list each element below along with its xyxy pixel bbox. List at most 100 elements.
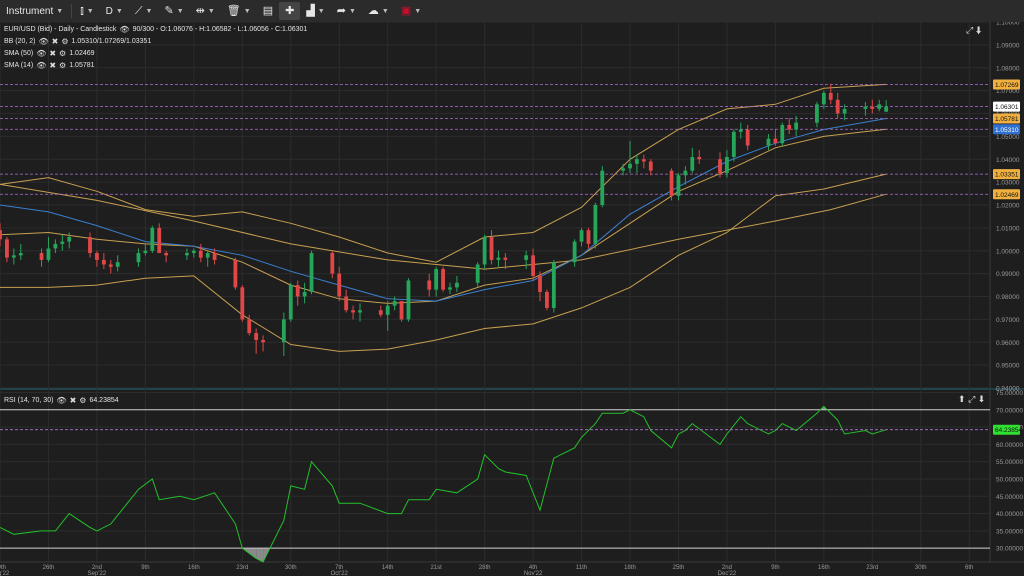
close-icon[interactable]: ✖ — [69, 396, 77, 405]
candle-body — [455, 282, 459, 288]
candle-body — [572, 241, 577, 263]
candle-body — [441, 269, 445, 290]
candle — [212, 248, 217, 265]
candle-body — [157, 227, 162, 254]
candle — [150, 225, 155, 254]
rsi-pane-controls: ⬆ ⤢ ⬇ — [958, 394, 985, 405]
rsi-y-tick-label: 30.00000 — [996, 546, 1023, 553]
x-tick-label: 18th — [624, 565, 636, 571]
brush-button[interactable]: ✎ ▼ — [158, 0, 189, 22]
eye-icon[interactable]: 👁 — [36, 49, 47, 58]
gear-icon[interactable]: ⚙ — [79, 396, 87, 405]
main-pane-controls: ⤢ ⬇ — [966, 25, 981, 36]
bb-upper-line — [0, 83, 887, 263]
y-tick-label: 1.07000 — [996, 88, 1020, 95]
eye-icon[interactable]: 👁 — [38, 37, 49, 46]
candle — [531, 248, 535, 281]
indicators-button[interactable]: ▟ ▼ — [300, 0, 330, 22]
candle-body — [641, 159, 646, 162]
fullscreen-icon: ✚ — [285, 4, 295, 17]
candle — [198, 243, 203, 263]
arrow-down-icon[interactable]: ⬇ — [975, 25, 982, 35]
candle-body — [787, 124, 792, 130]
candle — [115, 255, 120, 272]
instrument-selector[interactable]: Instrument ▼ — [0, 0, 69, 22]
gear-icon[interactable]: ⚙ — [59, 49, 67, 58]
legend-main-title: EUR/USD (Bid) - Daily - Candlestick — [4, 26, 117, 33]
candle-body — [88, 237, 92, 254]
candle — [641, 154, 646, 169]
candle-body — [434, 269, 439, 290]
candle-body — [427, 280, 432, 290]
flag-uk-icon: ▣ — [400, 4, 412, 17]
candle-body — [669, 170, 674, 196]
candle — [572, 239, 577, 267]
close-icon[interactable]: ✖ — [51, 37, 59, 46]
chevron-down-icon: ▼ — [145, 7, 153, 15]
layout-button[interactable]: ▤ — [257, 0, 279, 22]
candle-body — [150, 227, 155, 251]
candle-body — [524, 255, 529, 260]
candle — [157, 223, 162, 254]
gear-icon[interactable]: ⚙ — [61, 37, 69, 46]
trendline-button[interactable]: ⟋ ▼ — [129, 0, 159, 22]
x-tick-sublabel: Dec'22 — [718, 571, 737, 576]
candle — [863, 102, 868, 116]
price-tag-bg — [993, 101, 1020, 112]
chart-type-button[interactable]: ⫾ ▼ — [74, 0, 99, 22]
expand-icon[interactable]: ⤢ — [966, 25, 974, 35]
close-icon[interactable]: ✖ — [49, 61, 57, 70]
grid — [0, 22, 1024, 576]
close-icon[interactable]: ✖ — [49, 49, 57, 58]
candle — [399, 301, 404, 322]
eye-icon[interactable]: 👁 — [119, 25, 130, 34]
candle — [884, 100, 889, 113]
candle-body — [870, 106, 875, 109]
arrow-up-icon[interactable]: ⬆ — [958, 394, 966, 404]
legend-bb-values: 1.05310/1.07269/1.03351 — [71, 38, 152, 45]
gear-icon[interactable]: ⚙ — [59, 61, 67, 70]
candle — [240, 285, 245, 322]
candle-body — [358, 310, 362, 313]
candle — [697, 150, 702, 164]
interval-selector[interactable]: D ▼ — [100, 0, 129, 22]
expand-icon[interactable]: ⤢ — [968, 394, 976, 404]
fullscreen-button[interactable]: ✚ — [279, 2, 301, 20]
legend-sma50-value: 1.02469 — [69, 50, 95, 57]
x-tick-label: 11th — [576, 565, 587, 571]
chart-canvas[interactable]: 1.100001.090001.080001.070001.060001.050… — [0, 22, 1024, 576]
candle-body — [288, 285, 293, 320]
legend-sma50-label: SMA (50) — [4, 50, 34, 57]
legend-sma14-value: 1.05781 — [69, 62, 95, 69]
language-button[interactable]: ▣ ▼ — [395, 0, 427, 22]
candle — [358, 303, 362, 322]
candle-body — [392, 301, 397, 306]
candle — [821, 90, 826, 109]
eye-icon[interactable]: 👁 — [36, 61, 47, 70]
candle — [60, 234, 65, 251]
theme-button[interactable]: ☁ ▼ — [362, 0, 395, 22]
rsi-y-tick-label: 70.00000 — [996, 407, 1023, 414]
rsi-y-tick-label: 60.00000 — [996, 442, 1023, 449]
x-tick-label: 2nd — [722, 565, 732, 571]
candle-body — [101, 259, 106, 265]
candle — [773, 129, 778, 146]
ruler-button[interactable]: ⇹ ▼ — [190, 0, 221, 22]
x-tick-label: 23rd — [236, 565, 248, 571]
legend-rsi: RSI (14, 70, 30) 👁 ✖ ⚙ 64.23854 — [4, 396, 119, 405]
arrow-down-icon[interactable]: ⬇ — [977, 394, 986, 404]
chevron-down-icon: ▼ — [115, 7, 123, 15]
candle-body — [136, 253, 141, 263]
candle — [261, 335, 265, 352]
share-button[interactable]: ➦ ▼ — [331, 0, 362, 22]
eye-icon[interactable]: 👁 — [56, 396, 67, 405]
delete-drawings-button[interactable]: 🗑 ▼ — [221, 0, 257, 22]
y-tick-label: 1.04000 — [996, 157, 1020, 164]
legend-main: EUR/USD (Bid) - Daily - Candlestick 👁 90… — [4, 25, 307, 34]
candle — [648, 159, 653, 176]
candle — [254, 328, 259, 354]
price-tag: 1.03351 — [993, 169, 1020, 180]
candle-body — [399, 301, 404, 320]
candle-body — [697, 156, 702, 160]
